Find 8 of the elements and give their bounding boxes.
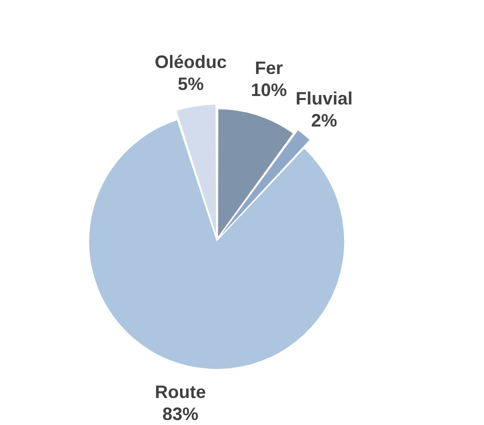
- data-label: 5%: [178, 74, 204, 94]
- slice-label: Oléoduc: [154, 52, 227, 72]
- slice-label: Fluvial: [296, 88, 353, 109]
- data-label: 2%: [311, 110, 338, 131]
- data-label: 83%: [162, 404, 198, 424]
- data-label: 10%: [250, 80, 287, 100]
- slice-label: Route: [154, 382, 206, 402]
- slice-label: Fer: [254, 58, 283, 78]
